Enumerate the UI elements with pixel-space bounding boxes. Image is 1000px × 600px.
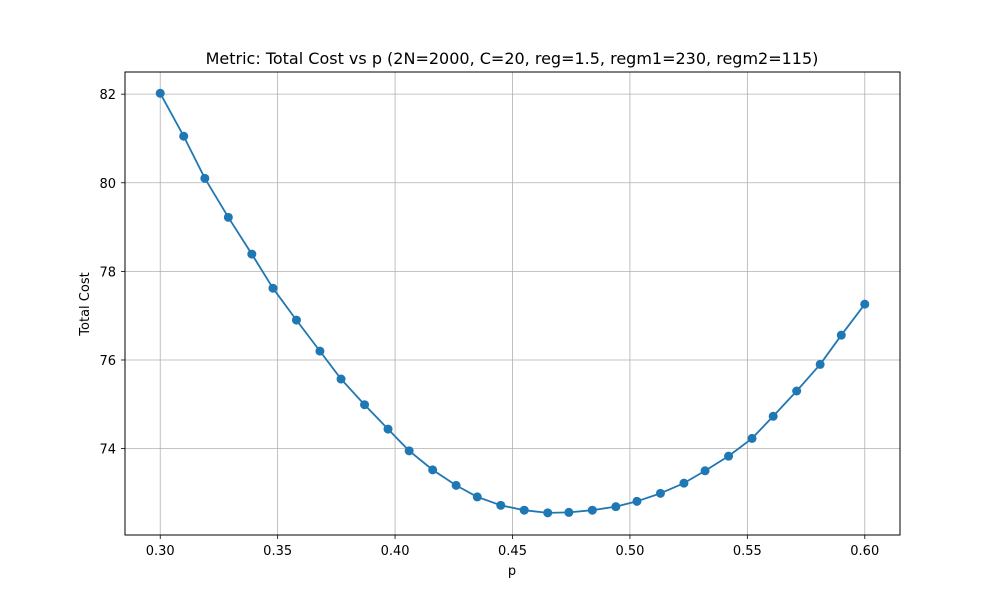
data-point: [792, 386, 802, 396]
data-point: [315, 346, 325, 356]
data-point: [155, 88, 165, 98]
data-point: [519, 505, 529, 515]
y-tick-label: 76: [99, 354, 116, 369]
data-point: [268, 283, 278, 293]
data-point: [404, 446, 414, 456]
y-tick-label: 80: [99, 177, 116, 192]
data-point: [564, 507, 574, 517]
y-tick-label: 82: [99, 88, 116, 103]
data-point: [496, 500, 506, 510]
data-point: [360, 400, 370, 410]
data-point: [472, 492, 482, 502]
grid-lines: [125, 72, 900, 535]
y-tick-label: 74: [99, 443, 116, 458]
data-point: [247, 249, 257, 259]
data-point: [836, 330, 846, 340]
data-point: [860, 299, 870, 309]
series-line: [159, 92, 866, 514]
chart-title: Metric: Total Cost vs p (2N=2000, C=20, …: [206, 49, 819, 68]
data-point: [632, 496, 642, 506]
series-layer: [155, 88, 870, 518]
y-tick-label: 78: [99, 265, 116, 280]
data-point: [655, 488, 665, 498]
data-point: [200, 173, 210, 183]
data-point: [291, 315, 301, 325]
axis-ticks: 0.30 0.35 0.40 0.45 0.50 0.55 0.60 74 76 78 80 82: [99, 88, 879, 559]
y-axis-label: Total Cost: [78, 272, 93, 336]
data-point: [428, 465, 438, 475]
x-tick-label: 0.55: [733, 544, 762, 559]
x-tick-label: 0.40: [381, 544, 410, 559]
data-point: [223, 212, 233, 222]
x-tick-label: 0.45: [498, 544, 527, 559]
x-tick-label: 0.50: [615, 544, 644, 559]
data-point: [679, 478, 689, 488]
data-point: [611, 502, 621, 512]
data-point: [336, 374, 346, 384]
data-point: [815, 359, 825, 369]
x-tick-label: 0.35: [263, 544, 292, 559]
data-point: [587, 505, 597, 515]
data-point: [179, 131, 189, 141]
data-point: [700, 466, 710, 476]
data-point: [383, 424, 393, 434]
data-point: [543, 508, 553, 518]
x-tick-label: 0.60: [850, 544, 879, 559]
data-point: [747, 433, 757, 443]
data-point: [768, 411, 778, 421]
data-point: [724, 451, 734, 461]
x-axis-label: p: [508, 564, 516, 579]
x-tick-label: 0.30: [146, 544, 175, 559]
data-point: [451, 480, 461, 490]
